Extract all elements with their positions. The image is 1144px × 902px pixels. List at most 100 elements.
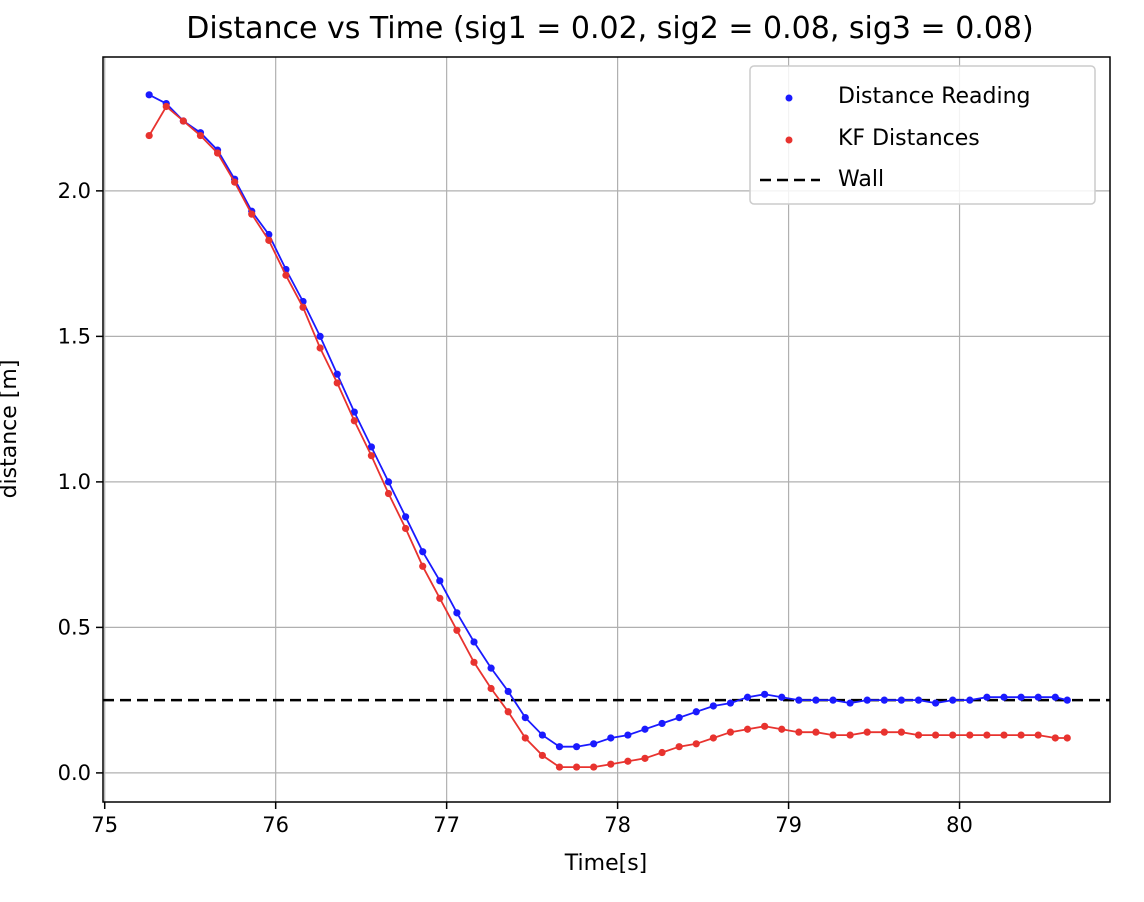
data-point-distance-reading xyxy=(402,513,410,521)
legend-label-distance-reading: Distance Reading xyxy=(838,84,1031,109)
legend-marker-kf-distances xyxy=(785,136,793,144)
data-point-kf-distances xyxy=(897,728,906,736)
data-point-distance-reading xyxy=(384,478,393,486)
data-point-kf-distances xyxy=(1017,731,1025,739)
y-tick-label: 2.0 xyxy=(58,179,91,203)
y-axis-label: distance [m] xyxy=(0,360,22,499)
data-point-distance-reading xyxy=(897,696,906,704)
data-point-distance-reading xyxy=(914,696,923,704)
data-point-distance-reading xyxy=(521,714,529,722)
data-point-kf-distances xyxy=(504,708,512,716)
data-point-kf-distances xyxy=(265,236,273,244)
data-point-kf-distances xyxy=(419,562,427,570)
data-point-kf-distances xyxy=(675,743,683,751)
data-point-distance-reading xyxy=(863,696,871,704)
data-point-kf-distances xyxy=(726,728,735,736)
y-tick-label: 0.5 xyxy=(58,615,91,639)
data-point-kf-distances xyxy=(282,271,290,279)
legend: Distance Reading KF Distances Wall xyxy=(749,65,1096,205)
data-point-distance-reading xyxy=(795,696,803,704)
data-point-kf-distances xyxy=(196,131,205,140)
data-point-distance-reading xyxy=(470,638,478,646)
data-point-distance-reading xyxy=(333,370,341,378)
data-point-kf-distances xyxy=(607,760,615,768)
data-point-distance-reading xyxy=(538,731,546,739)
data-point-distance-reading xyxy=(1000,693,1008,701)
legend-box xyxy=(749,65,1096,205)
data-point-kf-distances xyxy=(709,734,717,742)
data-point-distance-reading xyxy=(726,699,735,707)
data-point-kf-distances xyxy=(470,658,478,666)
data-point-distance-reading xyxy=(880,696,888,704)
data-point-kf-distances xyxy=(590,763,598,771)
data-point-distance-reading xyxy=(572,743,581,751)
data-point-distance-reading xyxy=(1063,696,1071,704)
data-point-distance-reading xyxy=(949,696,957,704)
data-point-kf-distances xyxy=(555,763,564,771)
data-point-kf-distances xyxy=(316,344,324,352)
data-point-distance-reading xyxy=(692,708,700,716)
data-point-kf-distances xyxy=(914,731,923,739)
x-tick-label: 75 xyxy=(91,813,118,837)
x-axis-label: Time[s] xyxy=(564,851,647,876)
data-point-distance-reading xyxy=(1034,693,1042,701)
series-layer xyxy=(145,91,1071,771)
legend-label-wall: Wall xyxy=(838,167,884,192)
data-point-distance-reading xyxy=(487,664,495,672)
data-point-distance-reading xyxy=(846,699,854,707)
data-point-distance-reading xyxy=(607,734,615,742)
x-tick-label: 80 xyxy=(946,813,973,837)
x-tick-label: 76 xyxy=(262,813,289,837)
data-point-kf-distances xyxy=(350,417,358,425)
y-tick-label: 1.5 xyxy=(58,324,91,348)
data-point-kf-distances xyxy=(179,117,187,125)
data-point-kf-distances xyxy=(1000,731,1008,739)
data-point-distance-reading xyxy=(350,408,358,416)
data-point-kf-distances xyxy=(624,757,632,765)
data-point-kf-distances xyxy=(692,740,700,748)
data-point-kf-distances xyxy=(778,725,786,733)
data-point-kf-distances xyxy=(231,178,239,186)
data-point-kf-distances xyxy=(795,728,803,736)
data-point-kf-distances xyxy=(880,728,888,736)
ticks: 75 76 77 78 79 80 0.0 0.5 1.0 1.5 2.0 xyxy=(58,179,973,837)
y-tick-label: 0.0 xyxy=(58,761,91,785)
data-point-kf-distances xyxy=(949,731,957,739)
plot-frame xyxy=(102,56,1111,803)
data-point-distance-reading xyxy=(555,743,564,751)
data-point-kf-distances xyxy=(487,684,495,693)
data-point-distance-reading xyxy=(812,696,820,704)
data-point-distance-reading xyxy=(590,740,598,748)
data-point-distance-reading xyxy=(709,702,717,710)
data-point-kf-distances xyxy=(743,725,752,733)
legend-label-kf-distances: KF Distances xyxy=(838,126,980,151)
x-tick-label: 77 xyxy=(433,813,460,837)
data-point-kf-distances xyxy=(453,626,461,634)
data-point-distance-reading xyxy=(743,693,752,701)
data-point-kf-distances xyxy=(812,728,820,736)
data-point-kf-distances xyxy=(1063,734,1071,742)
data-point-distance-reading xyxy=(504,687,512,696)
data-point-kf-distances xyxy=(1051,734,1059,742)
data-point-kf-distances xyxy=(402,524,410,533)
data-point-kf-distances xyxy=(145,131,153,140)
x-tick-label: 78 xyxy=(604,813,631,837)
data-point-kf-distances xyxy=(966,731,974,739)
data-point-kf-distances xyxy=(846,731,854,739)
data-point-distance-reading xyxy=(316,332,324,340)
data-point-kf-distances xyxy=(829,731,837,739)
data-point-distance-reading xyxy=(778,693,786,701)
data-point-kf-distances xyxy=(384,489,393,498)
data-point-distance-reading xyxy=(453,609,461,617)
data-point-kf-distances xyxy=(641,754,649,762)
data-point-kf-distances xyxy=(658,748,666,757)
data-point-distance-reading xyxy=(658,719,666,728)
data-point-kf-distances xyxy=(572,763,581,771)
data-point-kf-distances xyxy=(863,728,871,736)
data-point-distance-reading xyxy=(641,725,649,733)
data-point-kf-distances xyxy=(1034,731,1042,739)
data-point-distance-reading xyxy=(829,696,837,704)
data-point-kf-distances xyxy=(367,452,376,460)
data-point-distance-reading xyxy=(761,690,769,698)
